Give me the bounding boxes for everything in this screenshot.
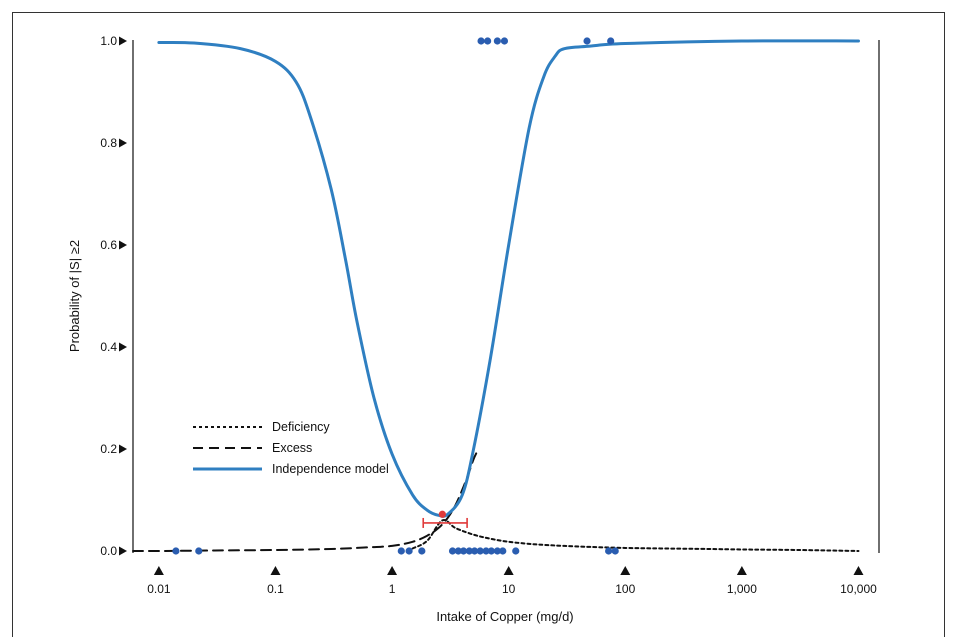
data-point bbox=[470, 547, 479, 555]
legend-label: Excess bbox=[272, 441, 312, 455]
axes bbox=[132, 40, 880, 553]
x-tick-mark bbox=[620, 566, 631, 575]
data-point bbox=[418, 547, 426, 555]
series-layer bbox=[132, 39, 860, 553]
y-tick-mark bbox=[119, 138, 127, 148]
series-line-independence-model bbox=[157, 39, 860, 518]
data-point bbox=[477, 37, 485, 45]
data-point bbox=[454, 547, 462, 555]
data-point bbox=[605, 547, 613, 555]
x-tick-mark bbox=[736, 566, 747, 575]
chart-frame bbox=[12, 12, 945, 637]
x-ticks: 0.01 0.1 1 10 100 1,000 10,000 bbox=[147, 566, 877, 596]
x-tick-label: 0.1 bbox=[267, 582, 284, 596]
data-point bbox=[484, 37, 492, 45]
series-line-deficiency bbox=[411, 519, 860, 552]
x-tick-mark bbox=[503, 566, 514, 575]
x-tick-label: 10,000 bbox=[840, 582, 877, 596]
y-ticks: 0.0 0.2 0.4 0.6 0.8 1.0 bbox=[100, 34, 127, 558]
data-point bbox=[583, 37, 591, 45]
y-tick-label: 1.0 bbox=[100, 34, 117, 48]
data-point bbox=[465, 547, 473, 555]
y-tick-label: 0.4 bbox=[100, 340, 117, 354]
x-tick-label: 1,000 bbox=[727, 582, 757, 596]
x-tick-mark bbox=[387, 566, 398, 575]
y-tick-mark bbox=[119, 36, 127, 46]
x-tick-mark bbox=[270, 566, 281, 575]
legend-label: Independence model bbox=[272, 462, 389, 476]
data-point bbox=[500, 37, 509, 45]
data-point bbox=[607, 37, 615, 45]
data-point bbox=[397, 547, 405, 555]
data-point bbox=[405, 547, 413, 555]
data-point bbox=[493, 37, 501, 45]
y-tick-label: 0.8 bbox=[100, 136, 117, 150]
data-point bbox=[482, 547, 490, 555]
data-point bbox=[476, 547, 484, 555]
y-tick-label: 0.2 bbox=[100, 442, 117, 456]
y-axis-label: Probability of |S| ≥2 bbox=[67, 240, 82, 352]
legend-label: Deficiency bbox=[272, 420, 330, 434]
x-tick-label: 1 bbox=[389, 582, 396, 596]
legend: Deficiency Excess Independence model bbox=[193, 420, 389, 476]
y-tick-mark bbox=[119, 240, 127, 250]
data-point bbox=[195, 547, 203, 555]
y-tick-mark bbox=[119, 342, 127, 352]
y-tick-mark bbox=[119, 546, 127, 556]
data-point bbox=[448, 547, 457, 555]
optimum-marker bbox=[422, 510, 468, 528]
data-point bbox=[487, 547, 495, 555]
x-tick-label: 0.01 bbox=[147, 582, 171, 596]
data-point bbox=[499, 547, 507, 555]
x-tick-label: 100 bbox=[615, 582, 635, 596]
series-line-excess bbox=[132, 448, 480, 553]
x-tick-mark bbox=[153, 566, 164, 575]
y-tick-mark bbox=[119, 444, 127, 454]
x-tick-mark bbox=[853, 566, 864, 575]
observation-points bbox=[172, 37, 619, 555]
data-point bbox=[172, 547, 180, 555]
x-axis-label: Intake of Copper (mg/d) bbox=[436, 609, 573, 624]
data-point bbox=[512, 547, 520, 555]
x-tick-label: 10 bbox=[502, 582, 516, 596]
data-point bbox=[611, 547, 619, 555]
data-point bbox=[459, 547, 468, 555]
optimum-point bbox=[438, 510, 446, 518]
y-tick-label: 0.6 bbox=[100, 238, 117, 252]
data-point bbox=[493, 547, 501, 555]
y-tick-label: 0.0 bbox=[100, 544, 117, 558]
